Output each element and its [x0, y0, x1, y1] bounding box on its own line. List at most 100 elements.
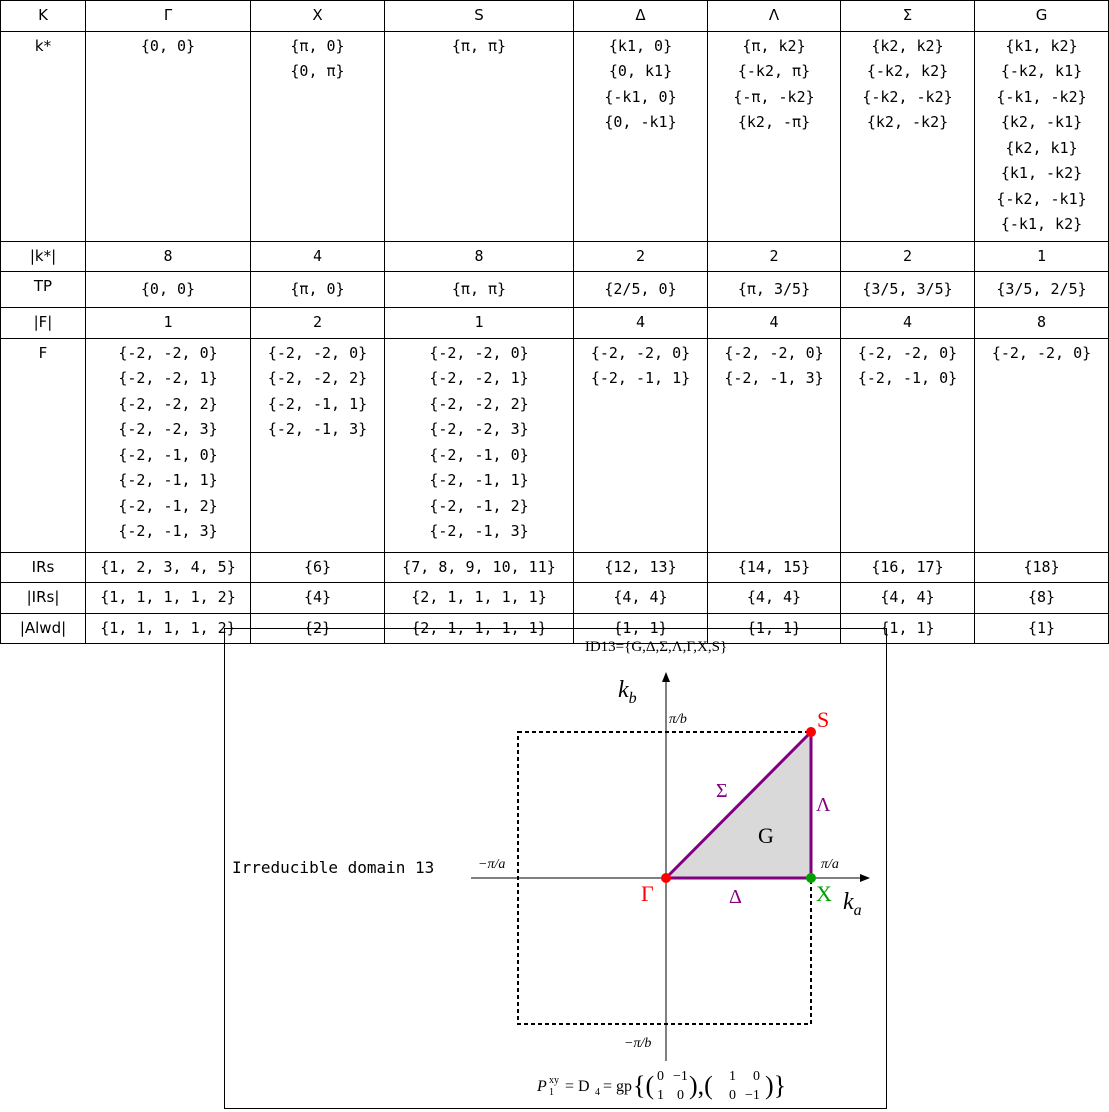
cell-value: {16, 17}: [871, 557, 944, 576]
column-header: X: [250, 0, 385, 32]
table-cell: {2, 1, 1, 1, 1}: [384, 582, 574, 614]
cell-value: {0, -k1}: [604, 113, 677, 131]
cell-value: {14, 15}: [737, 557, 811, 576]
cell-value: {-k2, k1}: [1000, 62, 1083, 80]
cell-value: {-2, -2, 2}: [429, 394, 529, 413]
label-delta: Δ: [729, 886, 742, 908]
table-cell: {-2, -2, 0} {-2, -1, 1}: [573, 337, 708, 553]
cell-value: {-k2, k2}: [866, 62, 949, 80]
table-cell: {π, 0} {0, π}: [250, 30, 385, 242]
table-row: k* {0, 0} {π, 0} {0, π} {π, π} {k1, 0} {0, k1}…: [0, 30, 1109, 242]
cell-value: {1, 1, 1, 1, 2}: [100, 618, 236, 637]
cell-value: {-2, -2, 3}: [118, 420, 218, 438]
cell-value: {-2, -1, 2}: [118, 496, 218, 515]
table-cell: {1, 1, 1, 1, 2}: [85, 582, 251, 614]
table-row: |k*| 8 4 8 2 2 2 1: [0, 240, 1109, 272]
table-cell: {8}: [974, 582, 1109, 614]
table-cell: {-2, -2, 0}: [974, 337, 1109, 553]
table-cell: {16, 17}: [840, 551, 975, 583]
row-label: IRs: [0, 551, 86, 583]
row-label: k*: [0, 30, 86, 242]
cell-value: 2: [635, 246, 646, 265]
cell-value: {-2, -1, 3}: [267, 420, 368, 438]
column-header: K: [0, 0, 86, 32]
table-cell: 8: [85, 240, 251, 272]
cell-value: {-π, -k2}: [733, 87, 815, 106]
cell-value: {-2, -2, 0}: [590, 343, 691, 362]
tick-minus-pi-b: −π/b: [624, 1036, 651, 1051]
svg-text:0: 0: [729, 1088, 736, 1103]
cell-value: {4, 4}: [880, 588, 935, 606]
table-cell: {π, k2} {-k2, π} {-π, -k2} {k2, -π}: [707, 30, 841, 242]
cell-value: {0, k1}: [608, 62, 673, 80]
cell-value: {7, 8, 9, 10, 11}: [402, 557, 556, 576]
svg-text:0: 0: [677, 1088, 684, 1103]
table-row: |IRs| {1, 1, 1, 1, 2} {4} {2, 1, 1, 1, 1} {4…: [0, 582, 1109, 614]
cell-value: {0, π}: [290, 62, 345, 80]
table-cell: {-2, -2, 0} {-2, -2, 1} {-2, -2, 2} {-2, -2…: [85, 337, 251, 553]
cell-value: {3/5, 2/5}: [996, 279, 1087, 298]
cell-value: {-2, -1, 1}: [118, 471, 218, 489]
cell-value: {1, 1}: [613, 618, 668, 637]
svg-text:xy: xy: [549, 1075, 559, 1086]
cell-value: {-2, -2, 2}: [267, 369, 368, 387]
table-cell: {18}: [974, 551, 1109, 583]
table-cell: {-2, -2, 0} {-2, -2, 2} {-2, -1, 1} {-2, -1…: [250, 337, 385, 553]
table-cell: {-2, -2, 0} {-2, -1, 3}: [707, 337, 841, 553]
point-s: [806, 727, 816, 737]
table-cell: 2: [250, 307, 385, 339]
table-row: TP {0, 0} {π, 0} {π, π} {2/5, 0} {π, 3/5} {3/5…: [0, 271, 1109, 308]
table-row: IRs {1, 2, 3, 4, 5} {6} {7, 8, 9, 10, 11} {1…: [0, 551, 1109, 583]
cell-value: {-2, -1, 2}: [429, 496, 529, 515]
column-header: Λ: [707, 0, 841, 32]
table-cell: {k1, k2} {-k2, k1} {-k1, -k2} {k2, -k1} {k2,…: [974, 30, 1109, 242]
table-cell: {π, π}: [384, 271, 574, 308]
table-cell: 2: [707, 240, 841, 272]
cell-value: {-2, -2, 1}: [118, 369, 218, 387]
cell-value: {-2, -1, 1}: [429, 471, 529, 489]
svg-text:P: P: [536, 1078, 547, 1095]
svg-text:−1: −1: [745, 1088, 760, 1103]
svg-text:−1: −1: [673, 1069, 688, 1084]
table-cell: {k2, k2} {-k2, k2} {-k2, -k2} {k2, -k2}: [840, 30, 975, 242]
cell-value: {-2, -2, 3}: [429, 420, 529, 438]
table-cell: {2/5, 0}: [573, 271, 708, 308]
axis-ka-label: ka: [843, 889, 862, 919]
diagram-title: ID13={G,Δ,Σ,Λ,Γ,X,S}: [585, 639, 727, 655]
cell-value: {2, 1, 1, 1, 1}: [411, 588, 547, 606]
table-cell: 1: [384, 307, 574, 339]
table-cell: {14, 15}: [707, 551, 841, 583]
table-cell: {4, 4}: [707, 582, 841, 614]
svg-text:0: 0: [753, 1069, 760, 1084]
table-cell: 8: [974, 307, 1109, 339]
table-cell: {7, 8, 9, 10, 11}: [384, 551, 574, 583]
cell-value: 8: [474, 246, 484, 265]
cell-value: {k2, -k1}: [1000, 113, 1083, 131]
cell-value: {3/5, 3/5}: [862, 279, 953, 298]
table-cell: 4: [707, 307, 841, 339]
point-group-formula: P xy 1 = D 4 = gp {( 0 −1 1 0 ),( 1 0 0 …: [536, 1069, 786, 1103]
row-label: |F|: [0, 307, 86, 339]
brillouin-zone-diagram: ID13={G,Δ,Σ,Λ,Γ,X,S} Γ S X Δ Σ Λ G π/a −…: [224, 628, 887, 1109]
column-header: Σ: [840, 0, 975, 32]
svg-text:)}: )}: [765, 1071, 786, 1100]
cell-value: 1: [474, 313, 484, 331]
table-cell: {0, 0}: [85, 271, 251, 308]
label-sigma: Σ: [716, 780, 728, 802]
table-cell: 1: [974, 240, 1109, 272]
cell-value: 2: [902, 246, 913, 265]
table-cell: {π, 0}: [250, 271, 385, 308]
cell-value: 1: [1036, 246, 1047, 265]
row-label: F: [0, 337, 86, 553]
domain-caption: Irreducible domain 13: [232, 858, 435, 877]
column-header: Γ: [85, 0, 251, 32]
cell-value: 1: [163, 313, 173, 331]
tick-minus-pi-a: −π/a: [478, 857, 505, 872]
table-cell: {6}: [250, 551, 385, 583]
table-row: |F| 1 2 1 4 4 4 8: [0, 307, 1109, 339]
svg-text:0: 0: [657, 1069, 664, 1084]
table-cell: 2: [840, 240, 975, 272]
cell-value: {1}: [1027, 618, 1056, 637]
cell-value: {π, 0}: [290, 36, 345, 55]
cell-value: {π, 3/5}: [737, 279, 811, 298]
